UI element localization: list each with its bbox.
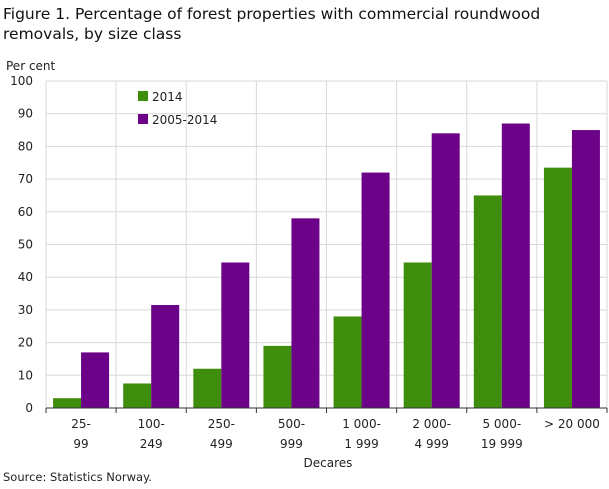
bar-2014-7 — [543, 167, 572, 408]
x-tick-label: 19 999 — [481, 437, 523, 451]
y-tick-label: 50 — [18, 238, 33, 252]
bar-2014-3 — [263, 345, 292, 408]
bars — [53, 123, 600, 409]
bar-2014-2 — [193, 368, 222, 408]
figure-title: Figure 1. Percentage of forest propertie… — [3, 5, 541, 43]
bar-2005-2014-2 — [221, 262, 250, 408]
y-axis-label: Per cent — [6, 59, 56, 73]
x-tick-label: 5 000- — [482, 417, 521, 431]
bar-2014-6 — [473, 195, 502, 408]
x-tick-label: 4 999 — [415, 437, 449, 451]
x-tick-label: > 20 000 — [544, 417, 600, 431]
bar-2005-2014-0 — [81, 352, 110, 408]
y-tick-label: 0 — [25, 401, 33, 415]
legend-swatch-2005-2014 — [138, 114, 148, 124]
bar-2014-1 — [123, 383, 152, 408]
bar-2005-2014-1 — [151, 304, 180, 408]
bar-2005-2014-3 — [291, 218, 320, 408]
y-tick-label: 10 — [18, 368, 33, 382]
x-tick-label: 2 000- — [412, 417, 451, 431]
y-tick-label: 20 — [18, 336, 33, 350]
y-tick-label: 100 — [10, 74, 33, 88]
x-tick-label: 499 — [210, 437, 233, 451]
x-tick-label: 100- — [138, 417, 165, 431]
y-tick-label: 40 — [18, 270, 33, 284]
source-note: Source: Statistics Norway. — [3, 470, 152, 484]
y-tick-label: 60 — [18, 205, 33, 219]
bar-2014-5 — [403, 262, 432, 408]
axes: 0 10 20 30 40 50 60 70 80 90 100 25- 99 100- 249 250- 49… — [10, 74, 608, 451]
x-tick-label: 500- — [278, 417, 305, 431]
bar-2005-2014-4 — [361, 172, 390, 408]
y-tick-label: 30 — [18, 303, 33, 317]
legend-label: 2014 — [152, 90, 183, 104]
bar-2014-0 — [53, 398, 82, 408]
legend-label: 2005-2014 — [152, 113, 217, 127]
x-tick-label: 1 000- — [342, 417, 381, 431]
y-tick-label: 80 — [18, 139, 33, 153]
legend: 2014 2005-2014 — [138, 90, 217, 127]
y-tick-label: 90 — [18, 107, 33, 121]
bar-2014-4 — [333, 316, 362, 408]
bar-2005-2014-5 — [431, 133, 460, 408]
x-tick-label: 99 — [73, 437, 88, 451]
y-tick-label: 70 — [18, 172, 33, 186]
x-tick-label: 1 999 — [344, 437, 378, 451]
x-axis-label: Decares — [304, 456, 353, 470]
x-tick-label: 250- — [208, 417, 235, 431]
bar-2005-2014-6 — [501, 123, 530, 408]
x-tick-label: 999 — [280, 437, 303, 451]
legend-swatch-2014 — [138, 91, 148, 101]
x-tick-label: 249 — [140, 437, 163, 451]
bar-2005-2014-7 — [571, 130, 600, 409]
x-tick-label: 25- — [71, 417, 91, 431]
